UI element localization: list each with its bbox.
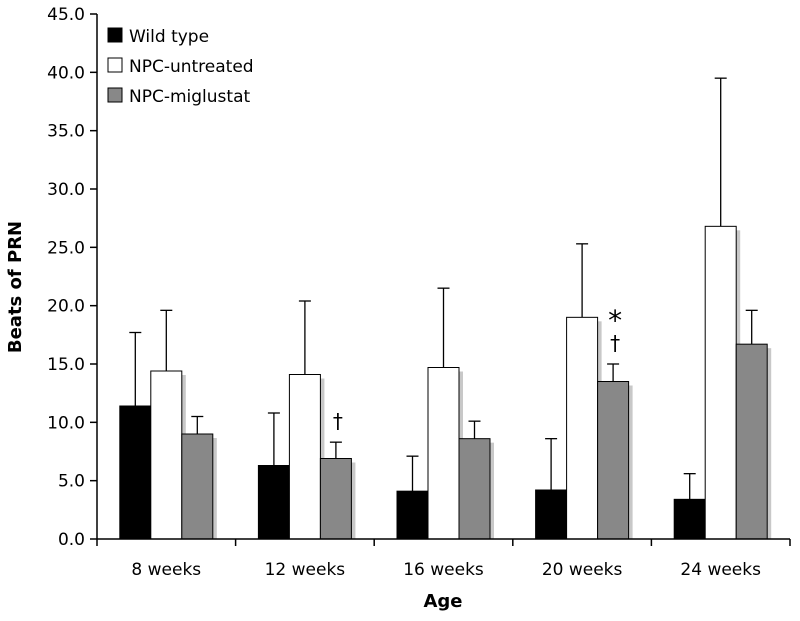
y-axis-title: Beats of PRN	[5, 221, 26, 353]
bar-npc-miglustat	[458, 438, 491, 540]
bar-wild-type	[119, 405, 152, 540]
y-tick-label: 15.0	[47, 355, 85, 375]
bar-npc-miglustat	[597, 381, 630, 540]
y-tick-label: 10.0	[47, 413, 85, 433]
bar-wild-type	[257, 465, 290, 540]
legend-swatch	[107, 87, 123, 103]
legend-label: NPC-miglustat	[129, 87, 250, 107]
significance-dagger: †	[333, 409, 343, 433]
y-tick-label: 35.0	[47, 122, 85, 142]
legend-label: NPC-untreated	[129, 57, 254, 77]
x-axis-title: Age	[423, 591, 462, 612]
y-tick-label: 20.0	[47, 297, 85, 317]
y-tick-label: 45.0	[47, 5, 85, 25]
y-tick-label: 0.0	[58, 530, 85, 550]
bar-npc-untreated	[150, 370, 183, 540]
bar-npc-untreated	[427, 367, 460, 540]
legend-swatch	[107, 27, 123, 43]
bar-npc-miglustat	[735, 343, 768, 540]
y-tick-label: 30.0	[47, 180, 85, 200]
bar-npc-miglustat	[181, 433, 214, 540]
bar-npc-untreated	[704, 225, 737, 540]
x-tick-label: 8 weeks	[131, 560, 201, 580]
legend-swatch	[107, 57, 123, 73]
x-tick-label: 20 weeks	[542, 560, 623, 580]
y-tick-label: 40.0	[47, 63, 85, 83]
x-tick-label: 12 weeks	[265, 560, 346, 580]
bar-npc-miglustat	[319, 458, 352, 540]
legend-label: Wild type	[129, 27, 209, 47]
bar-wild-type	[396, 490, 429, 540]
bar-wild-type	[535, 489, 568, 540]
y-tick-label: 25.0	[47, 238, 85, 258]
y-tick-label: 5.0	[58, 472, 85, 492]
x-tick-label: 24 weeks	[680, 560, 761, 580]
significance-star: *	[608, 304, 622, 337]
bar-npc-untreated	[288, 374, 321, 540]
bar-npc-untreated	[566, 316, 599, 540]
bar-wild-type	[673, 498, 706, 540]
significance-dagger: †	[610, 331, 620, 355]
x-tick-label: 16 weeks	[403, 560, 484, 580]
